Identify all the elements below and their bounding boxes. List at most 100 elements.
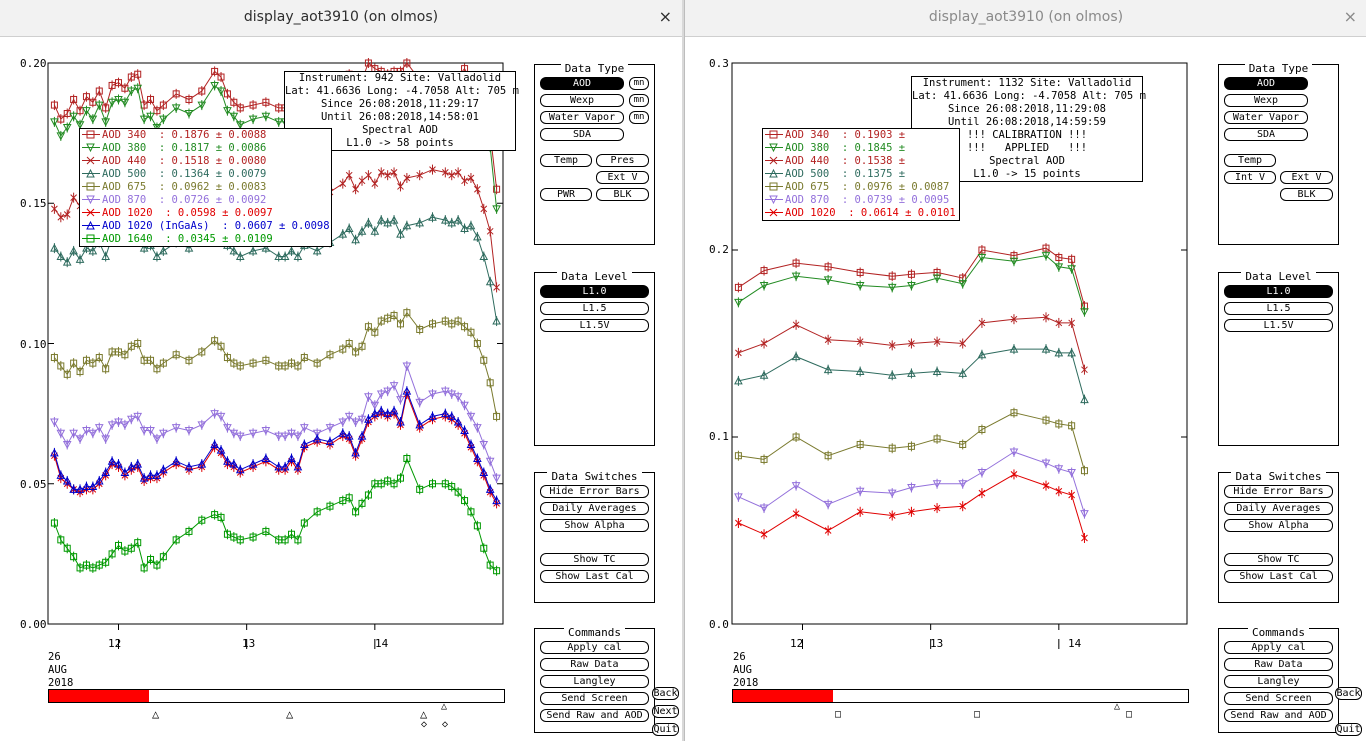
- daily-averages-button[interactable]: Daily Averages: [540, 502, 649, 515]
- show-alpha-button[interactable]: Show Alpha: [1224, 519, 1333, 532]
- time-progress-bar[interactable]: [48, 689, 505, 703]
- data-point: [147, 356, 155, 364]
- data-point: [101, 118, 111, 127]
- file-marker-icon[interactable]: △: [1114, 701, 1121, 712]
- aod-button[interactable]: AOD: [1224, 77, 1308, 90]
- level-l15-button[interactable]: L1.5: [540, 302, 649, 315]
- data-point: [235, 465, 245, 474]
- data-point: [466, 221, 476, 230]
- data-point: [82, 243, 91, 252]
- water-vapor-button[interactable]: Water Vapor: [1224, 111, 1308, 124]
- blk-button[interactable]: BLK: [596, 188, 649, 201]
- wexp-button[interactable]: Wexp: [1224, 94, 1308, 107]
- legend-item: AOD 1640 : 0.0345 ± 0.0109: [80, 233, 331, 246]
- pres-button[interactable]: Pres: [596, 154, 649, 167]
- file-marker-icon[interactable]: □: [1126, 709, 1133, 720]
- data-point: [107, 421, 117, 430]
- sda-button[interactable]: SDA: [540, 128, 624, 141]
- back-button[interactable]: Back: [652, 687, 679, 700]
- aod-button[interactable]: AOD: [540, 77, 624, 90]
- quit-button[interactable]: Quit: [652, 723, 679, 736]
- data-point: [855, 282, 865, 291]
- hide-error-bars-button[interactable]: Hide Error Bars: [540, 485, 649, 498]
- file-marker-icon[interactable]: △: [286, 707, 294, 721]
- water-vapor-mn-button[interactable]: mn: [629, 111, 649, 124]
- level-l15v-button[interactable]: L1.5V: [540, 319, 649, 332]
- send-screen-button[interactable]: Send Screen: [540, 692, 649, 705]
- int-v-button[interactable]: Int V: [1224, 171, 1276, 184]
- show-alpha-button[interactable]: Show Alpha: [540, 519, 649, 532]
- data-point: [198, 516, 206, 524]
- langley-button[interactable]: Langley: [540, 675, 649, 688]
- data-point: [429, 320, 437, 328]
- x-marker-icon: [765, 207, 783, 220]
- langley-button[interactable]: Langley: [1224, 675, 1333, 688]
- level-l15v-button[interactable]: L1.5V: [1224, 319, 1333, 332]
- file-marker-icon[interactable]: □: [974, 709, 981, 720]
- data-point: [313, 508, 321, 516]
- send-screen-button[interactable]: Send Screen: [1224, 692, 1333, 705]
- file-marker-icon[interactable]: △: [152, 707, 160, 721]
- file-marker-icon[interactable]: ◇: [442, 719, 449, 730]
- temp-button[interactable]: Temp: [1224, 154, 1276, 167]
- left-close-icon[interactable]: ×: [658, 7, 672, 26]
- time-progress-bar[interactable]: [732, 689, 1189, 703]
- show-last-cal-button[interactable]: Show Last Cal: [540, 570, 649, 583]
- show-last-cal-button[interactable]: Show Last Cal: [1224, 570, 1333, 583]
- file-marker-icon[interactable]: △: [420, 707, 428, 721]
- back-button[interactable]: Back: [1335, 687, 1362, 700]
- raw-data-button[interactable]: Raw Data: [540, 658, 649, 671]
- right-close-icon[interactable]: ×: [1343, 7, 1357, 26]
- data-point: [63, 370, 71, 378]
- data-point: [127, 544, 135, 552]
- data-level-panel: Data Level L1.0 L1.5 L1.5V: [534, 270, 655, 446]
- ext-v-button[interactable]: Ext V: [596, 171, 649, 184]
- data-point: [114, 418, 123, 427]
- level-l10-button[interactable]: L1.0: [1224, 285, 1333, 298]
- level-l10-button[interactable]: L1.0: [540, 285, 649, 298]
- data-point: [383, 409, 392, 418]
- apply-cal-button[interactable]: Apply cal: [540, 641, 649, 654]
- series-line: [53, 389, 498, 501]
- file-marker-icon[interactable]: △: [441, 701, 448, 712]
- data-point: [75, 254, 85, 263]
- data-point: [1054, 348, 1064, 357]
- data-type-title: Data Type: [560, 62, 629, 75]
- blk-button[interactable]: BLK: [1280, 188, 1333, 201]
- data-point: [120, 467, 130, 477]
- raw-data-button[interactable]: Raw Data: [1224, 658, 1333, 671]
- show-tc-button[interactable]: Show TC: [1224, 553, 1333, 566]
- water-vapor-button[interactable]: Water Vapor: [540, 111, 624, 124]
- send-raw-and-aod-button[interactable]: Send Raw and AOD: [540, 709, 649, 722]
- info-line: L1.0 -> 15 points: [973, 168, 1081, 180]
- data-point: [146, 426, 155, 436]
- file-marker-icon[interactable]: ◇: [421, 719, 428, 730]
- data-point: [223, 90, 231, 98]
- data-point: [791, 352, 801, 361]
- data-point: [856, 268, 864, 276]
- quit-button[interactable]: Quit: [1335, 723, 1362, 736]
- sda-button[interactable]: SDA: [1224, 128, 1308, 141]
- temp-button[interactable]: Temp: [540, 154, 592, 167]
- data-point: [326, 502, 334, 510]
- data-point: [351, 448, 360, 457]
- level-l15-button[interactable]: L1.5: [1224, 302, 1333, 315]
- wexp-button[interactable]: Wexp: [540, 94, 624, 107]
- apply-cal-button[interactable]: Apply cal: [1224, 641, 1333, 654]
- y-tick-label: 0.3: [709, 57, 729, 70]
- data-point: [364, 59, 372, 67]
- file-marker-icon[interactable]: □: [835, 709, 842, 720]
- daily-averages-button[interactable]: Daily Averages: [1224, 502, 1333, 515]
- hide-error-bars-button[interactable]: Hide Error Bars: [1224, 485, 1333, 498]
- data-point: [371, 328, 379, 336]
- info-line: Lat: 41.6636 Long: -4.7058 Alt: 705 m: [285, 85, 519, 97]
- data-point: [759, 370, 769, 379]
- send-raw-and-aod-button[interactable]: Send Raw and AOD: [1224, 709, 1333, 722]
- next-button[interactable]: Next: [652, 705, 679, 718]
- ext-v-button[interactable]: Ext V: [1280, 171, 1333, 184]
- wexp-mn-button[interactable]: mn: [629, 94, 649, 107]
- pwr-button[interactable]: PWR: [540, 188, 592, 201]
- show-tc-button[interactable]: Show TC: [540, 553, 649, 566]
- aod-mn-button[interactable]: mn: [629, 77, 649, 90]
- data-point: [152, 435, 162, 444]
